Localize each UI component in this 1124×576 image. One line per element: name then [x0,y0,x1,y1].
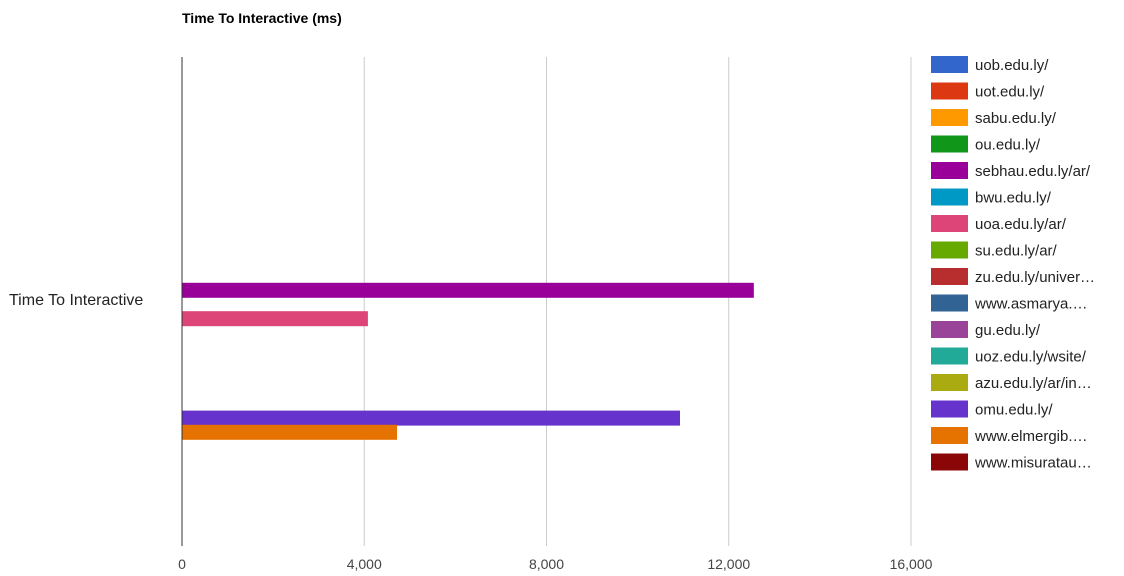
bar-14 [182,424,398,440]
legend-label: sebhau.edu.ly/ar/ [975,163,1091,180]
legend-item: uoz.edu.ly/wsite/ [931,347,1087,366]
legend-label: www.asmarya.… [974,296,1088,313]
legend-item: bwu.edu.ly/ [931,188,1052,207]
legend: uob.edu.ly/uot.edu.ly/sabu.edu.ly/ou.edu… [931,56,1095,472]
legend-item: sabu.edu.ly/ [931,109,1057,127]
legend-swatch [931,215,968,232]
legend-swatch [931,188,968,206]
chart-title: Time To Interactive (ms) [182,10,342,26]
legend-item: uot.edu.ly/ [931,82,1045,101]
legend-label: uob.edu.ly/ [975,57,1049,74]
legend-item: www.misuratau… [931,453,1092,472]
legend-label: bwu.edu.ly/ [975,190,1052,207]
legend-item: uob.edu.ly/ [931,56,1049,74]
legend-swatch [931,347,968,365]
legend-swatch [931,374,968,391]
legend-label: uoa.edu.ly/ar/ [975,216,1067,233]
legend-item: www.elmergib.… [931,427,1088,445]
legend-item: su.edu.ly/ar/ [931,241,1058,260]
legend-label: azu.edu.ly/ar/in… [975,375,1092,392]
legend-swatch [931,321,968,338]
legend-swatch [931,135,968,153]
legend-swatch [931,294,968,312]
bars [182,282,754,440]
legend-label: www.misuratau… [974,455,1092,472]
legend-swatch [931,453,968,471]
legend-swatch [931,427,968,444]
legend-swatch [931,241,968,259]
legend-label: sabu.edu.ly/ [975,110,1057,127]
x-tick-label: 4,000 [347,556,382,572]
legend-label: su.edu.ly/ar/ [975,243,1058,260]
legend-label: uoz.edu.ly/wsite/ [975,349,1087,366]
legend-label: gu.edu.ly/ [975,322,1041,339]
x-tick-label: 0 [178,556,186,572]
x-tick-label: 12,000 [707,556,750,572]
legend-item: www.asmarya.… [931,294,1088,313]
legend-swatch [931,82,968,100]
legend-swatch [931,268,968,285]
gridlines [363,57,912,546]
x-axis-ticks: 0 4,000 8,000 12,000 16,000 [178,556,933,572]
legend-swatch [931,56,968,73]
legend-label: uot.edu.ly/ [975,84,1045,101]
bar-6 [182,311,368,327]
category-label: Time To Interactive [9,292,143,309]
legend-label: ou.edu.ly/ [975,137,1041,154]
legend-item: azu.edu.ly/ar/in… [931,374,1092,392]
bar-4 [182,282,754,298]
legend-swatch [931,162,968,179]
bar-13 [182,410,680,426]
legend-swatch [931,400,968,418]
legend-label: omu.edu.ly/ [975,402,1053,419]
x-tick-label: 8,000 [529,556,564,572]
legend-swatch [931,109,968,126]
x-tick-label: 16,000 [890,556,933,572]
legend-item: zu.edu.ly/univer… [931,268,1095,286]
legend-item: uoa.edu.ly/ar/ [931,215,1067,233]
legend-label: zu.edu.ly/univer… [975,269,1095,286]
legend-item: sebhau.edu.ly/ar/ [931,162,1091,180]
legend-label: www.elmergib.… [974,428,1088,445]
legend-item: omu.edu.ly/ [931,400,1053,419]
legend-item: gu.edu.ly/ [931,321,1041,339]
legend-item: ou.edu.ly/ [931,135,1041,154]
